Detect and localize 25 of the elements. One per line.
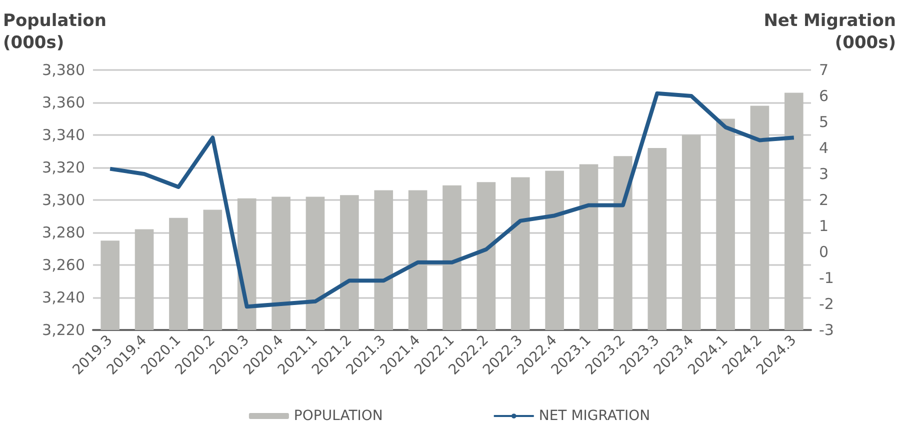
y2-tick-label: 2: [819, 191, 829, 209]
y2-tick-label: -2: [819, 295, 834, 313]
legend-label: NET MIGRATION: [538, 408, 650, 424]
y-tick-label: 3,260: [42, 256, 85, 274]
y2-tick-label: 0: [819, 243, 829, 261]
y2-tick-label: -1: [819, 269, 834, 287]
y-tick-label: 3,280: [42, 224, 85, 242]
y2-tick-label: 6: [819, 87, 829, 105]
y-tick-label: 3,240: [42, 288, 85, 306]
y-tick-label: 3,300: [42, 191, 85, 209]
y2-tick-label: -3: [819, 321, 834, 339]
y-tick-label: 3,380: [42, 61, 85, 79]
line-series: [108, 91, 796, 309]
y2-tick-label: 1: [819, 217, 829, 235]
y2-tick-label: 4: [819, 139, 829, 157]
y-tick-label: 3,320: [42, 158, 85, 176]
y2-axis-title: Net Migration (000s): [764, 11, 896, 53]
y-tick-label: 3,360: [42, 94, 85, 112]
legend-label: POPULATION: [294, 408, 383, 424]
y-tick-label: 3,220: [42, 321, 85, 339]
y2-tick-label: 5: [819, 113, 829, 131]
y-tick-label: 3,340: [42, 126, 85, 144]
y2-tick-label: 3: [819, 165, 829, 183]
y2-tick-label: 7: [819, 61, 829, 79]
y-axis-title: Population (000s): [3, 11, 106, 53]
